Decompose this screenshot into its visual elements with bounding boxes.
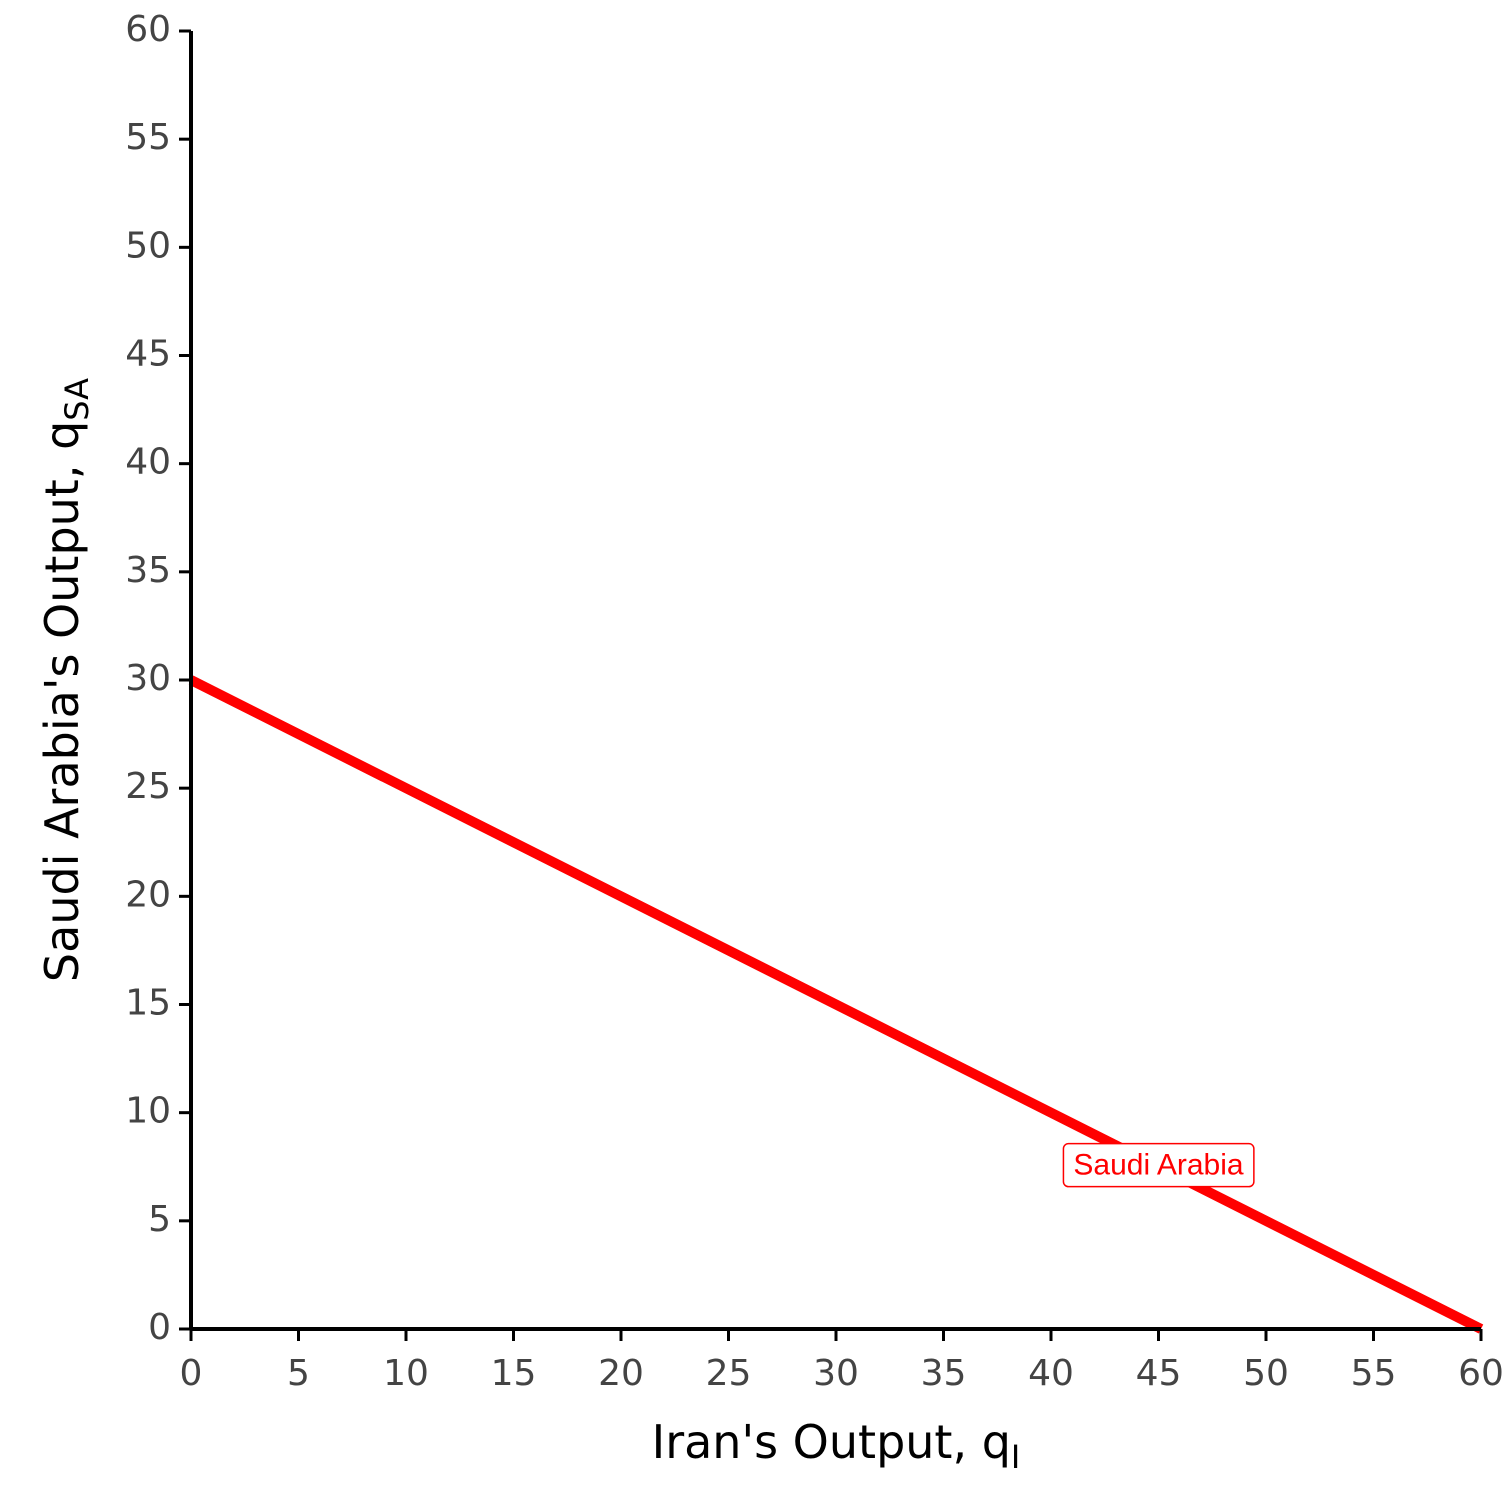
x-tick-label: 40 — [1028, 1353, 1074, 1394]
x-tick-label: 60 — [1458, 1353, 1504, 1394]
x-tick-label: 10 — [383, 1353, 429, 1394]
x-tick-label: 5 — [287, 1353, 310, 1394]
annotation: Saudi Arabia — [1062, 1142, 1255, 1188]
x-axis-title-text: Iran's Output, q — [652, 1415, 1011, 1469]
y-axis-title-subscript: SA — [58, 378, 96, 421]
x-axis-title-subscript: I — [1011, 1438, 1020, 1476]
y-tick-label: 40 — [125, 442, 171, 483]
y-tick-label: 10 — [125, 1091, 171, 1132]
x-tick-label: 30 — [813, 1353, 859, 1394]
y-tick-label: 55 — [125, 117, 171, 158]
y-axis-title: Saudi Arabia's Output, qSA — [35, 378, 96, 982]
x-tick-label: 55 — [1351, 1353, 1397, 1394]
y-tick-label: 20 — [125, 874, 171, 915]
x-tick-label: 45 — [1136, 1353, 1182, 1394]
x-tick-label: 35 — [921, 1353, 967, 1394]
x-tick-label: 25 — [706, 1353, 752, 1394]
annotation-box — [1062, 1142, 1255, 1188]
line-series — [188, 675, 1484, 1334]
y-tick-label: 5 — [148, 1199, 171, 1240]
y-tick-label: 60 — [125, 9, 171, 50]
y-tick-label: 15 — [125, 983, 171, 1024]
y-axis-title-text: Saudi Arabia's Output, q — [35, 421, 89, 982]
x-tick-label: 50 — [1243, 1353, 1289, 1394]
y-tick-label: 30 — [125, 658, 171, 699]
y-tick-label: 45 — [125, 334, 171, 375]
y-tick-label: 35 — [125, 550, 171, 591]
x-tick-label: 0 — [180, 1353, 203, 1394]
y-tick-label: 0 — [148, 1307, 171, 1348]
x-tick-label: 15 — [491, 1353, 537, 1394]
x-axis-title: Iran's Output, qI — [652, 1415, 1021, 1476]
y-tick-label: 25 — [125, 766, 171, 807]
x-tick-label: 20 — [598, 1353, 644, 1394]
y-tick-label: 50 — [125, 225, 171, 266]
annotation-label: Saudi Arabia — [1073, 1149, 1243, 1182]
